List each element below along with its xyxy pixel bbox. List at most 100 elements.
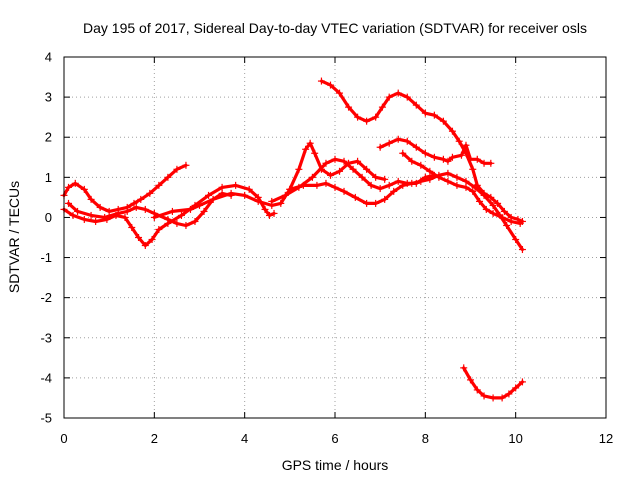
data-point <box>268 197 276 205</box>
data-point <box>372 199 380 207</box>
data-point <box>444 169 452 177</box>
data-point <box>439 155 447 163</box>
data-point <box>141 205 149 213</box>
data-point <box>381 175 389 183</box>
data-point <box>426 167 434 175</box>
data-point <box>473 181 481 189</box>
data-point <box>408 157 416 165</box>
data-point <box>412 143 420 151</box>
data-point <box>482 205 490 213</box>
data-point <box>469 165 477 173</box>
data-point <box>503 221 511 229</box>
data-point <box>403 137 411 145</box>
data-point <box>457 151 465 159</box>
series-trace-j <box>460 364 526 402</box>
data-point <box>494 199 502 207</box>
y-tick-label: -5 <box>40 411 52 426</box>
data-point <box>399 149 407 157</box>
data-point <box>500 207 508 215</box>
x-tick-label: 8 <box>422 431 429 446</box>
x-tick-label: 6 <box>331 431 338 446</box>
series-trace-a <box>60 161 190 215</box>
data-point <box>196 201 203 209</box>
y-tick-label: 2 <box>45 130 52 145</box>
series-line <box>62 163 188 213</box>
data-point <box>505 390 513 398</box>
data-point <box>476 197 484 205</box>
chart-title: Day 195 of 2017, Sidereal Day-to-day VTE… <box>83 20 587 36</box>
data-point <box>322 179 330 187</box>
data-point <box>80 185 88 193</box>
data-point <box>498 213 506 221</box>
data-point <box>448 127 456 135</box>
data-point <box>326 171 334 179</box>
data-point <box>232 181 240 189</box>
data-point <box>421 109 429 117</box>
data-point <box>394 135 402 143</box>
data-point <box>261 205 269 213</box>
data-point <box>168 207 176 215</box>
data-point <box>430 111 438 119</box>
x-tick-label: 4 <box>241 431 248 446</box>
series-trace-h <box>376 135 495 167</box>
data-point <box>473 386 481 394</box>
data-point <box>182 221 190 229</box>
data-point <box>487 159 495 167</box>
data-point <box>164 173 172 181</box>
series-line <box>462 366 524 400</box>
x-tick-label: 10 <box>508 431 522 446</box>
data-point <box>132 203 140 211</box>
data-point <box>80 215 88 223</box>
data-point <box>146 189 154 197</box>
series-trace-d <box>150 139 389 221</box>
data-point <box>487 193 495 201</box>
x-axis-ticks: 0 2 4 6 8 10 12 <box>60 57 613 446</box>
y-tick-label: 0 <box>45 210 52 225</box>
data-point <box>173 165 181 173</box>
x-tick-label: 12 <box>599 431 613 446</box>
data-point <box>121 213 129 221</box>
data-point <box>177 211 185 219</box>
data-point <box>209 195 217 203</box>
data-point <box>313 181 321 189</box>
data-point <box>462 141 470 149</box>
y-tick-label: -2 <box>40 290 52 305</box>
y-tick-label: -3 <box>40 330 52 345</box>
data-point <box>65 199 73 207</box>
data-point <box>150 213 158 221</box>
data-point <box>317 77 325 85</box>
data-point <box>385 181 393 189</box>
data-point <box>480 392 488 400</box>
data-point <box>130 199 138 207</box>
data-point <box>363 199 371 207</box>
y-axis-ticks: -5 -4 -3 -2 -1 0 1 2 3 4 <box>40 50 606 426</box>
data-point <box>439 117 447 125</box>
data-point <box>141 242 149 250</box>
data-point <box>87 195 95 203</box>
series-line <box>152 141 387 219</box>
data-point <box>218 183 226 191</box>
data-point <box>480 189 488 197</box>
data-point <box>462 177 470 185</box>
data-point <box>326 81 334 89</box>
data-point <box>340 187 348 195</box>
data-point <box>467 376 474 384</box>
data-point <box>354 113 362 121</box>
data-point <box>354 157 362 165</box>
data-point <box>128 223 136 231</box>
data-point <box>69 211 77 219</box>
data-point <box>245 185 253 193</box>
data-point <box>516 219 524 227</box>
data-point <box>227 189 235 197</box>
y-tick-label: 4 <box>45 50 52 65</box>
data-point <box>417 177 425 185</box>
data-point <box>101 213 109 221</box>
data-point <box>358 173 366 181</box>
data-point <box>367 181 375 189</box>
y-tick-label: -4 <box>40 370 52 385</box>
data-point <box>376 185 384 193</box>
data-point <box>435 173 443 181</box>
data-point <box>512 384 520 392</box>
data-point <box>302 145 310 153</box>
data-point <box>489 209 497 217</box>
